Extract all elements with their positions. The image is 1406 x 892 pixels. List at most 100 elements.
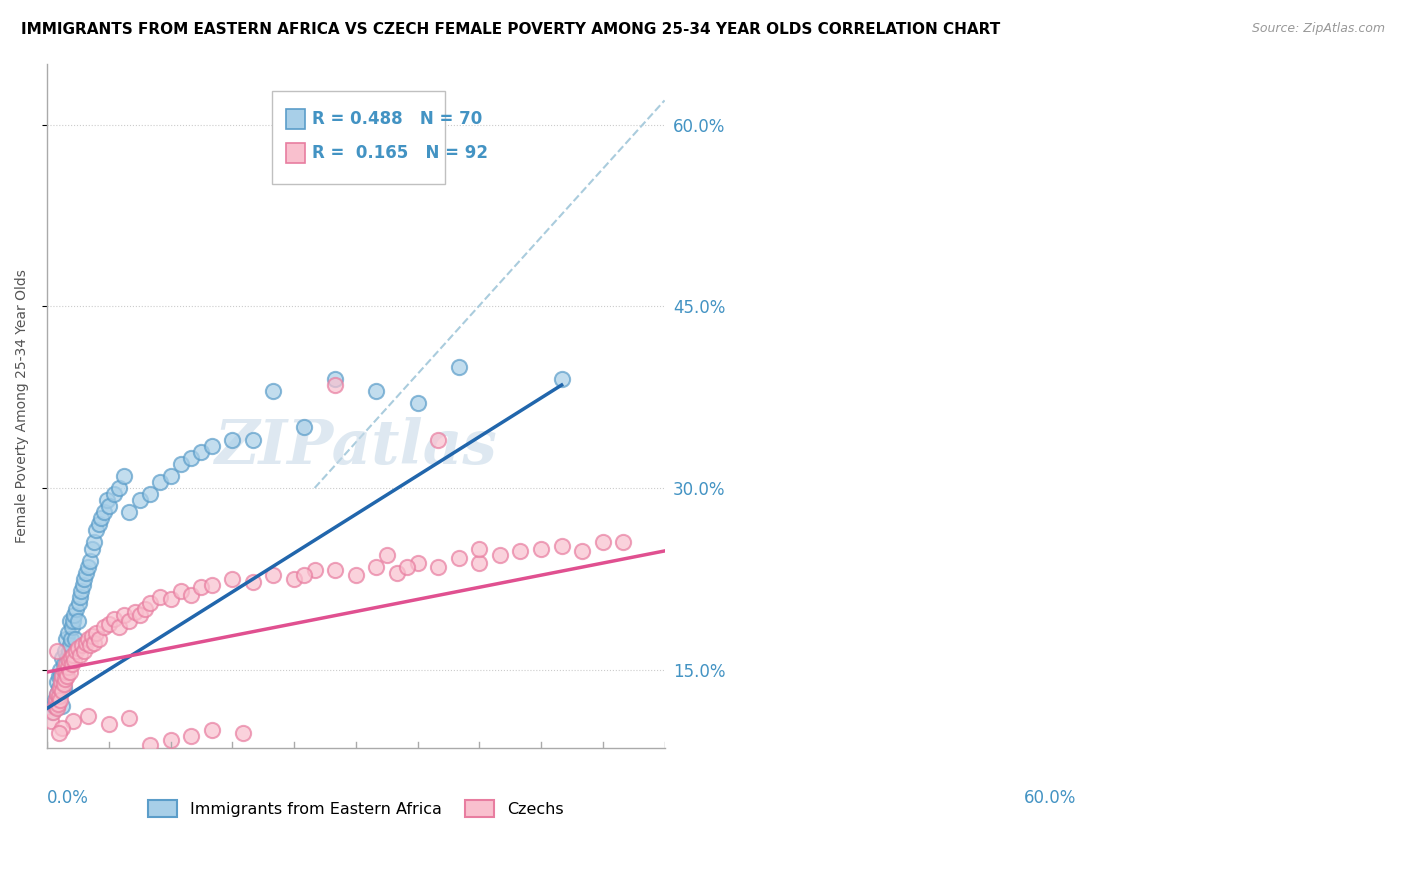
- Text: R =  0.165   N = 92: R = 0.165 N = 92: [312, 144, 488, 162]
- Point: [46, 687, 69, 701]
- Text: R = 0.488   N = 70: R = 0.488 N = 70: [312, 110, 482, 128]
- Point: [66, 614, 89, 628]
- Text: Source: ZipAtlas.com: Source: ZipAtlas.com: [1251, 22, 1385, 36]
- Point: [75, 636, 97, 650]
- Point: [62, 614, 84, 628]
- Point: [139, 596, 162, 610]
- Point: [82, 629, 104, 643]
- Point: [44, 698, 66, 713]
- Text: ZIPatlas: ZIPatlas: [215, 417, 498, 477]
- Point: [592, 535, 614, 549]
- Point: [63, 632, 86, 647]
- Point: [90, 511, 112, 525]
- Point: [97, 499, 120, 513]
- Point: [51, 650, 73, 665]
- Point: [62, 648, 84, 662]
- Point: [283, 572, 305, 586]
- Point: [83, 535, 105, 549]
- Point: [45, 693, 67, 707]
- Point: [70, 639, 93, 653]
- Point: [344, 568, 367, 582]
- Point: [96, 493, 118, 508]
- Point: [292, 568, 315, 582]
- Point: [375, 548, 398, 562]
- Point: [103, 487, 125, 501]
- Point: [159, 592, 181, 607]
- Point: [304, 563, 326, 577]
- Point: [108, 620, 131, 634]
- Point: [87, 632, 110, 647]
- Point: [79, 554, 101, 568]
- Point: [55, 650, 77, 665]
- Point: [82, 541, 104, 556]
- Point: [118, 614, 141, 628]
- Point: [53, 644, 76, 658]
- Point: [75, 566, 97, 580]
- Point: [180, 588, 202, 602]
- Point: [103, 612, 125, 626]
- Text: 60.0%: 60.0%: [1024, 789, 1076, 807]
- Point: [41, 705, 63, 719]
- Point: [118, 505, 141, 519]
- Point: [73, 644, 96, 658]
- Point: [124, 605, 146, 619]
- Point: [396, 559, 419, 574]
- Text: IMMIGRANTS FROM EASTERN AFRICA VS CZECH FEMALE POVERTY AMONG 25-34 YEAR OLDS COR: IMMIGRANTS FROM EASTERN AFRICA VS CZECH …: [21, 22, 1000, 37]
- Point: [201, 723, 224, 738]
- Point: [53, 669, 76, 683]
- Point: [406, 556, 429, 570]
- Point: [232, 725, 254, 739]
- Point: [58, 644, 80, 658]
- Point: [221, 572, 243, 586]
- Point: [51, 669, 73, 683]
- Point: [180, 729, 202, 743]
- Point: [263, 384, 285, 398]
- Point: [93, 505, 115, 519]
- Point: [385, 566, 408, 580]
- Point: [49, 687, 72, 701]
- Point: [56, 660, 79, 674]
- Point: [489, 548, 512, 562]
- FancyBboxPatch shape: [273, 92, 446, 184]
- Point: [530, 541, 553, 556]
- Point: [69, 648, 91, 662]
- Point: [323, 563, 346, 577]
- Point: [550, 539, 572, 553]
- Point: [97, 616, 120, 631]
- Point: [201, 439, 224, 453]
- Point: [46, 674, 69, 689]
- Point: [427, 433, 450, 447]
- Point: [242, 575, 264, 590]
- Point: [79, 639, 101, 653]
- Point: [180, 450, 202, 465]
- Point: [49, 681, 72, 695]
- Point: [60, 657, 83, 671]
- Point: [52, 681, 75, 695]
- Point: [509, 544, 531, 558]
- Point: [52, 677, 75, 691]
- Point: [56, 657, 79, 671]
- Point: [134, 602, 156, 616]
- Point: [62, 608, 84, 623]
- Point: [447, 359, 470, 374]
- Point: [149, 475, 172, 489]
- Point: [139, 738, 162, 752]
- Point: [60, 620, 83, 634]
- Legend: Immigrants from Eastern Africa, Czechs: Immigrants from Eastern Africa, Czechs: [142, 794, 569, 823]
- Point: [128, 608, 150, 623]
- Point: [201, 578, 224, 592]
- Point: [55, 632, 77, 647]
- Point: [112, 608, 135, 623]
- Point: [67, 596, 90, 610]
- Point: [51, 669, 73, 683]
- Point: [48, 725, 70, 739]
- Point: [447, 551, 470, 566]
- Point: [65, 644, 87, 658]
- Point: [48, 669, 70, 683]
- Point: [46, 644, 69, 658]
- Point: [86, 626, 108, 640]
- Point: [51, 721, 73, 735]
- Point: [93, 620, 115, 634]
- Point: [70, 583, 93, 598]
- Point: [59, 639, 82, 653]
